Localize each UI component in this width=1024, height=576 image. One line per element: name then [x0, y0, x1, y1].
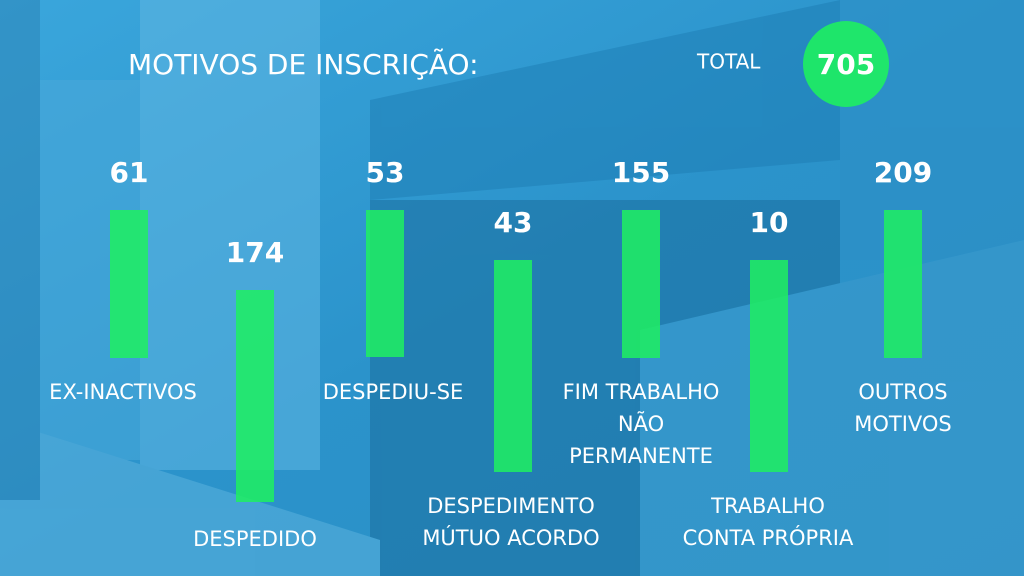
item-label: MOTIVOS [854, 412, 952, 436]
item-label: FIM TRABALHO [563, 380, 720, 404]
title: MOTIVOS DE INSCRIÇÃO: [128, 48, 479, 81]
bar [750, 260, 788, 472]
item-label: OUTROS [858, 380, 947, 404]
item-label: DESPEDIMENTO [427, 494, 595, 518]
item-label: DESPEDIU-SE [323, 380, 464, 404]
item-value: 209 [874, 156, 932, 189]
total-value: 705 [817, 48, 875, 81]
item-value: 10 [750, 206, 789, 239]
item-label: PERMANENTE [569, 444, 713, 468]
item-label: EX-INACTIVOS [49, 380, 197, 404]
item-value: 155 [612, 156, 670, 189]
item-label: CONTA PRÓPRIA [683, 525, 854, 550]
item-value: 61 [110, 156, 149, 189]
bar [110, 210, 148, 358]
bar [236, 290, 274, 502]
total-label: TOTAL [696, 50, 761, 74]
item-label: DESPEDIDO [193, 527, 317, 551]
item-label: MÚTUO ACORDO [422, 525, 599, 550]
item-label: TRABALHO [710, 494, 825, 518]
bar [366, 210, 404, 357]
bar [622, 210, 660, 358]
item-value: 53 [366, 156, 405, 189]
items: 61 EX-INACTIVOS 174 DESPEDIDO 53 DESPEDIU-SE 4… [49, 156, 952, 551]
item-value: 174 [226, 236, 284, 269]
item-value: 43 [494, 206, 533, 239]
item-label: NÃO [618, 410, 664, 436]
bar [494, 260, 532, 472]
total-badge [803, 21, 889, 107]
bar [884, 210, 922, 358]
